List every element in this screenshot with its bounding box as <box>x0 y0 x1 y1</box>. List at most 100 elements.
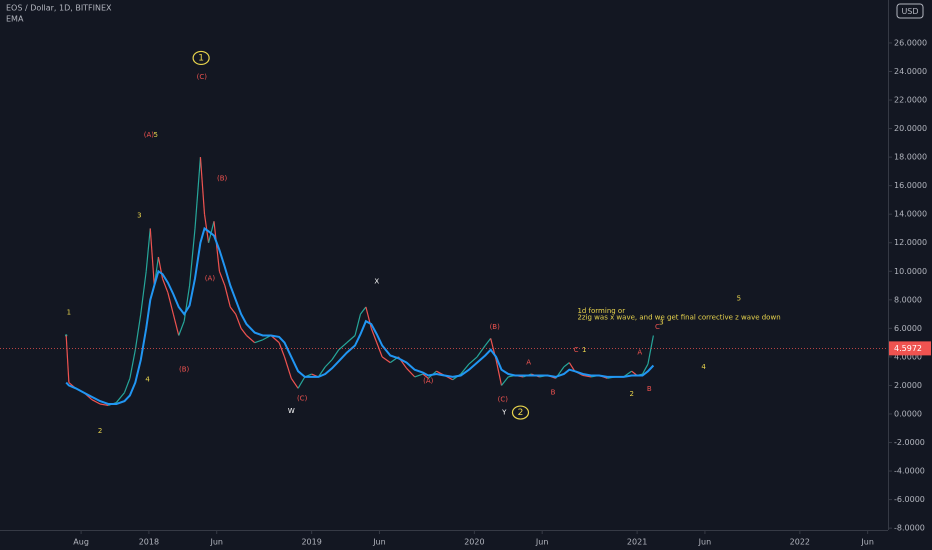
price-segment <box>229 306 237 315</box>
unit-badge[interactable] <box>896 3 924 19</box>
last-price-label: 4.5972 <box>894 344 922 353</box>
y-tick-label: 26.0000 <box>894 38 927 47</box>
price-segment <box>370 328 378 343</box>
indicator-label: EMA <box>6 15 24 24</box>
price-segment <box>134 313 142 350</box>
annotation-circle <box>511 405 530 420</box>
y-tick-label: 16.0000 <box>894 181 927 190</box>
price-segment <box>278 342 286 358</box>
price-segment <box>354 313 362 336</box>
annotation: (C) <box>498 396 509 404</box>
y-tick-label: 24.0000 <box>894 67 927 76</box>
annotation: 3 <box>137 212 141 220</box>
price-segment <box>65 335 70 383</box>
annotation: (C) <box>197 73 208 81</box>
price-segment <box>99 403 109 407</box>
price-segment <box>157 256 164 279</box>
price-segment <box>188 228 196 286</box>
y-tick-label: -8.0000 <box>894 524 925 533</box>
price-segment <box>359 306 367 315</box>
y-tick-label: 0.0000 <box>894 409 922 418</box>
last-price-badge <box>889 341 931 356</box>
price-segment <box>468 356 478 365</box>
price-segment <box>167 292 174 315</box>
price-segment <box>123 378 131 393</box>
annotation: 1 <box>198 53 204 63</box>
annotation: (B) <box>179 366 190 374</box>
x-tick-label: 2018 <box>139 538 159 547</box>
y-tick-label: 4.0000 <box>894 352 922 361</box>
y-tick-label: 10.0000 <box>894 267 927 276</box>
price-segment <box>381 356 391 364</box>
annotation: 1d forming or <box>577 307 625 315</box>
price-segment <box>199 157 206 215</box>
price-segment <box>422 373 429 379</box>
price-segment <box>476 345 486 358</box>
price-segment <box>178 321 185 336</box>
annotation: (C) <box>297 394 308 402</box>
y-tick-label: 8.0000 <box>894 295 922 304</box>
chart-title: EOS / Dollar, 1D, BITFINEX <box>6 4 112 13</box>
price-segment <box>338 342 348 351</box>
x-tick-label: 2021 <box>627 538 647 547</box>
price-segment <box>149 228 155 286</box>
annotation: (B) <box>217 175 228 183</box>
y-tick-label: 6.0000 <box>894 324 922 333</box>
annotation: B <box>551 389 556 397</box>
price-segment <box>324 359 333 368</box>
price-segment <box>203 214 210 243</box>
annotation: (A) <box>144 131 155 139</box>
price-segment <box>484 337 492 346</box>
price-segment <box>218 271 226 286</box>
annotation: 2zig was x wave, and we get final correc… <box>577 314 780 322</box>
price-segment <box>290 377 299 389</box>
y-tick-label: -2.0000 <box>894 438 925 447</box>
annotation: C <box>574 346 579 354</box>
price-segment <box>91 399 101 405</box>
y-tick-label: 12.0000 <box>894 238 927 247</box>
annotation: 1 <box>582 346 586 354</box>
price-segment <box>145 228 151 272</box>
annotation: A <box>526 359 531 367</box>
price-segment <box>406 367 416 378</box>
price-segment <box>213 221 221 272</box>
annotation: B <box>647 385 652 393</box>
annotation: 2 <box>98 427 102 435</box>
annotation: 4 <box>701 363 706 371</box>
price-segment <box>563 362 570 368</box>
x-tick-label: Jun <box>860 538 874 547</box>
price-segment <box>172 313 180 336</box>
price-segment <box>317 366 326 378</box>
y-tick-label: -4.0000 <box>894 467 925 476</box>
ema-line <box>65 226 655 405</box>
x-tick-label: 2019 <box>301 538 321 547</box>
annotation: 1 <box>67 309 71 317</box>
price-segment <box>115 392 125 403</box>
x-tick-label: Jun <box>535 538 549 547</box>
y-tick-label: 18.0000 <box>894 153 927 162</box>
price-segment <box>582 374 592 378</box>
annotation: (B) <box>490 323 501 331</box>
price-segment <box>346 335 356 344</box>
price-segment <box>495 359 503 386</box>
annotation: Y <box>501 409 507 417</box>
annotation: 2 <box>629 390 633 398</box>
price-segment <box>183 285 191 322</box>
price-segment <box>240 327 248 336</box>
x-tick-label: Aug <box>73 538 89 547</box>
annotation: 5 <box>153 131 157 139</box>
price-segment <box>568 362 576 372</box>
price-segment <box>283 356 292 379</box>
unit-label[interactable]: USD <box>901 7 918 16</box>
annotation: A <box>637 349 642 357</box>
price-segment <box>365 306 372 329</box>
price-segment <box>297 376 306 389</box>
annotation: (A) <box>423 377 434 385</box>
price-segment <box>235 313 242 329</box>
price-segment <box>642 363 649 375</box>
x-tick-label: 2020 <box>464 538 484 547</box>
y-tick-label: 2.0000 <box>894 381 922 390</box>
annotation: 4 <box>145 376 150 384</box>
